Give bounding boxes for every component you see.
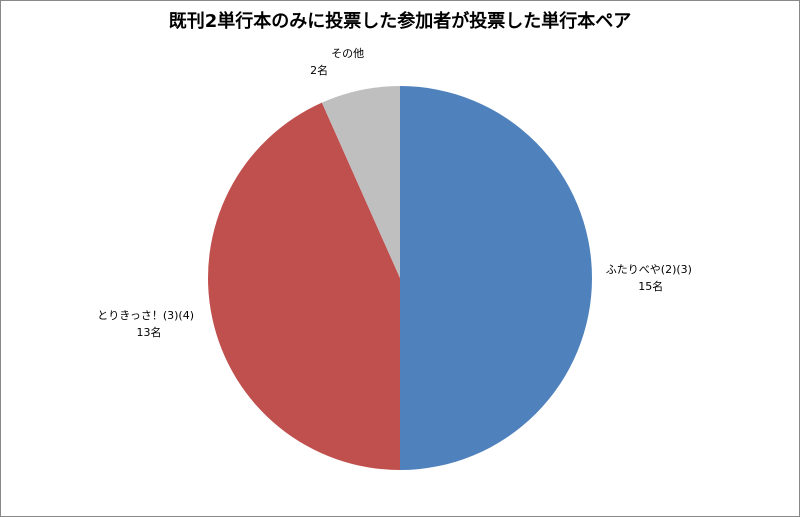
value-label: 2名	[310, 63, 328, 77]
pie-slice	[400, 86, 592, 470]
slice-label: ふたりべや(2)(3)	[606, 263, 692, 276]
value-label: 15名	[638, 279, 663, 293]
pie-slice	[321, 86, 400, 278]
slice-label: その他	[331, 47, 364, 60]
pie-slice	[208, 102, 400, 470]
chart-title: 既刊2単行本のみに投票した参加者が投票した単行本ペア	[169, 10, 632, 32]
value-label: 13名	[137, 325, 162, 339]
slice-label: とりきっさ！(3)(4)	[97, 309, 194, 322]
